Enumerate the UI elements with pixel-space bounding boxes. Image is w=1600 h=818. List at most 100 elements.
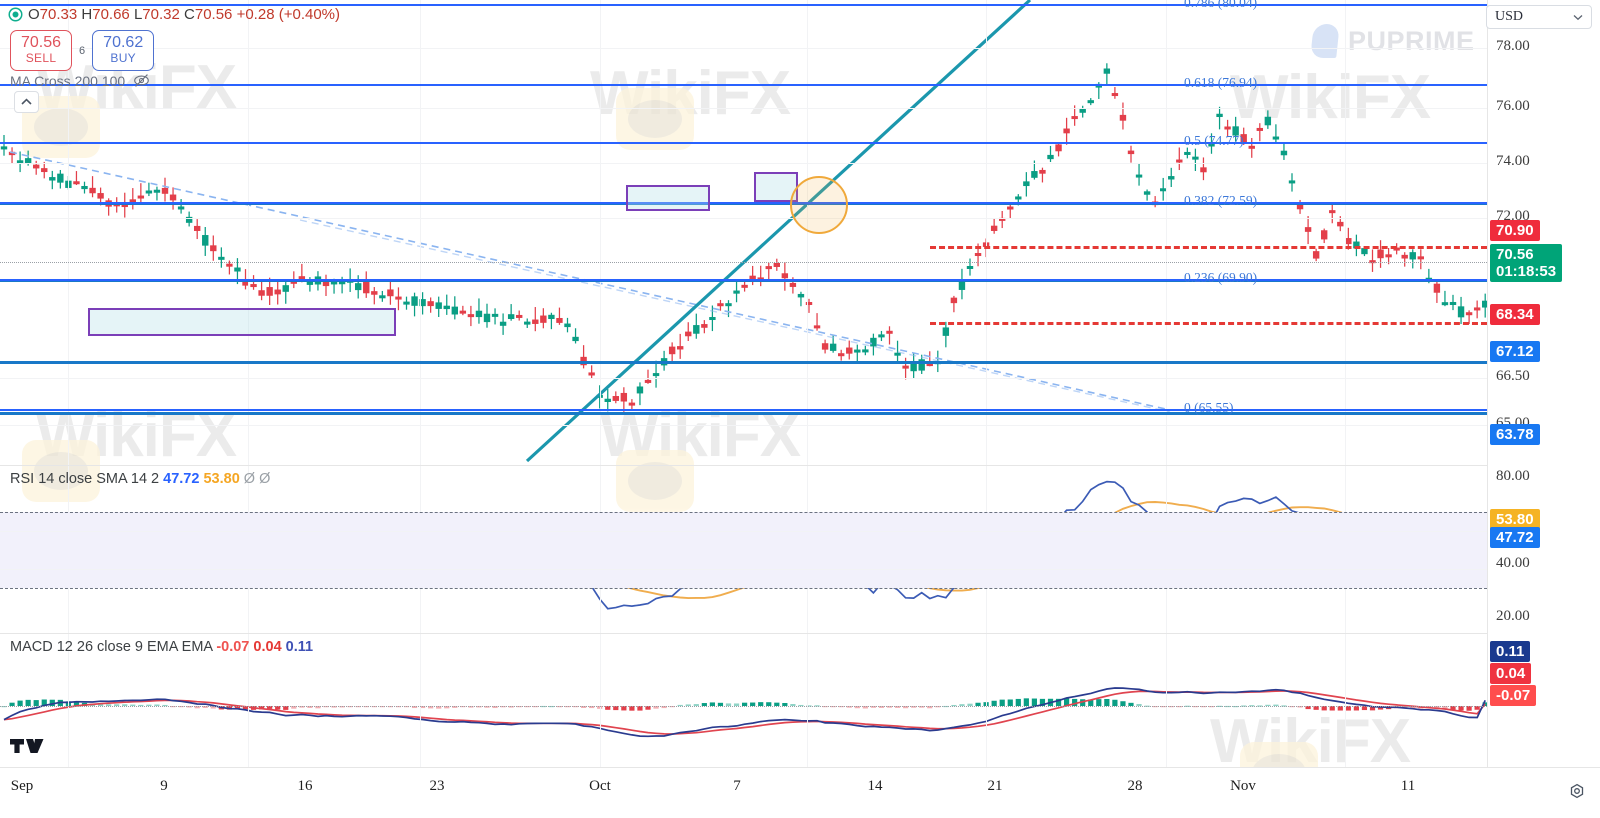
fibonacci-label: 0.5 (74.77) bbox=[1184, 133, 1244, 148]
price-pane[interactable]: 0.786 (80.04) 0.618 (76.94) 0.5 (74.77) 0.3… bbox=[0, 0, 1487, 465]
macd-line-tag[interactable]: 0.11 bbox=[1490, 641, 1531, 662]
spread-value: 6 bbox=[79, 44, 86, 57]
fibonacci-line[interactable] bbox=[0, 409, 1487, 411]
sell-label: SELL bbox=[25, 51, 57, 66]
current-price-tag[interactable]: 70.56 01:18:53 bbox=[1490, 244, 1563, 282]
price-alert-line[interactable] bbox=[930, 322, 1487, 325]
time-tick-label: 28 bbox=[1127, 778, 1143, 794]
grid-line-h bbox=[0, 425, 1487, 426]
macd-title: MACD 12 26 close 9 EMA EMA bbox=[10, 639, 213, 655]
collapse-panel-button[interactable] bbox=[14, 91, 39, 113]
currency-select[interactable]: USD bbox=[1486, 5, 1592, 29]
time-tick-label: Sep bbox=[10, 778, 34, 794]
macd-hist-tag-value: -0.07 bbox=[1496, 687, 1531, 704]
rsi-header[interactable]: RSI 14 close SMA 14 2 47.72 53.80 Ø Ø bbox=[10, 471, 270, 487]
chevron-up-icon bbox=[21, 98, 32, 105]
grid-line-h bbox=[0, 531, 1487, 532]
grid-line-h bbox=[0, 163, 1487, 164]
ohlc-l-key: L bbox=[133, 6, 143, 23]
rsi-lower-band-value: Ø bbox=[259, 471, 271, 487]
time-tick-label: 14 bbox=[867, 778, 883, 794]
trade-buttons[interactable]: 70.56 SELL 6 70.62 BUY bbox=[10, 30, 155, 72]
rsi-lower-level bbox=[0, 588, 1487, 589]
grid-line-v bbox=[807, 0, 808, 465]
buy-button[interactable]: 70.62 BUY bbox=[92, 30, 155, 72]
macd-plot bbox=[1, 687, 1487, 738]
fibonacci-label: 0.236 (69.90) bbox=[1184, 270, 1258, 285]
time-tick-label: 23 bbox=[429, 778, 445, 794]
rsi-value-tag[interactable]: 47.72 bbox=[1490, 527, 1540, 548]
ma-cross-legend[interactable]: MA Cross 200 100 bbox=[10, 72, 150, 89]
macd-signal-tag[interactable]: 0.04 bbox=[1490, 663, 1532, 684]
ohlc-h-key: H bbox=[81, 6, 93, 23]
macd-zero-line bbox=[0, 706, 1487, 707]
resistance-tag-value: 70.90 bbox=[1496, 222, 1534, 239]
ohlc-o-value: 70.33 bbox=[39, 6, 78, 23]
time-tick-label: 21 bbox=[987, 778, 1003, 794]
circle-annotation[interactable] bbox=[790, 176, 848, 234]
current-price-tag-value: 70.56 bbox=[1496, 246, 1534, 263]
tradingview-logo-icon bbox=[10, 739, 44, 753]
time-tick-label: 11 bbox=[1400, 778, 1416, 794]
support-resistance-line[interactable] bbox=[0, 361, 1487, 364]
price-scale[interactable]: 78.0076.0074.0072.0066.5065.0080.0060.00… bbox=[1487, 0, 1600, 767]
settings-gear-icon[interactable] bbox=[1568, 783, 1586, 801]
macd-signal-value: 0.04 bbox=[253, 639, 282, 655]
sell-button[interactable]: 70.56 SELL bbox=[10, 30, 73, 72]
macd-hist-tag[interactable]: -0.07 bbox=[1490, 685, 1537, 706]
fibonacci-line[interactable] bbox=[0, 279, 1487, 281]
chart-legend: O70.33 H70.66 L70.32 C70.56 +0.28 (+0.40… bbox=[10, 6, 340, 23]
grid-line-h bbox=[0, 108, 1487, 109]
grid-line-v bbox=[248, 634, 249, 767]
buy-label: BUY bbox=[110, 51, 136, 66]
support-tag[interactable]: 68.34 bbox=[1490, 304, 1540, 325]
ohlc-change: +0.28 bbox=[236, 6, 275, 23]
buy-price: 70.62 bbox=[103, 34, 144, 51]
currency-value: USD bbox=[1495, 9, 1524, 24]
macd-pane[interactable]: MACD 12 26 close 9 EMA EMA -0.07 0.04 0.… bbox=[0, 633, 1487, 767]
fibonacci-label: 0.382 (72.59) bbox=[1184, 193, 1258, 208]
price-tick-label: 78.00 bbox=[1496, 38, 1530, 54]
price-tick-label: 76.00 bbox=[1496, 98, 1530, 114]
macd-line-tag-value: 0.11 bbox=[1496, 643, 1525, 660]
time-tick-label: 7 bbox=[733, 778, 741, 794]
rsi-sma-tag[interactable]: 53.80 bbox=[1490, 509, 1540, 530]
rsi-pane[interactable]: RSI 14 close SMA 14 2 47.72 53.80 Ø Ø bbox=[0, 465, 1487, 633]
ohlc-c-key: C bbox=[184, 6, 195, 23]
chevron-down-icon bbox=[1573, 14, 1583, 20]
grid-line-v bbox=[248, 0, 249, 465]
countdown-timer: 01:18:53 bbox=[1496, 263, 1557, 280]
price-alert-line[interactable] bbox=[930, 246, 1487, 249]
tradingview-logo[interactable] bbox=[10, 735, 44, 762]
grid-line-v bbox=[420, 634, 421, 767]
eye-off-icon[interactable] bbox=[133, 72, 150, 89]
ohlc-change-pct: (+0.40%) bbox=[278, 6, 341, 23]
macd-hist-value: -0.07 bbox=[216, 639, 250, 655]
grid-line-v bbox=[600, 0, 601, 465]
grid-line-h bbox=[0, 378, 1487, 379]
macd-signal-tag-value: 0.04 bbox=[1496, 665, 1526, 682]
support-resistance-line[interactable] bbox=[0, 412, 1487, 415]
grid-line-v bbox=[986, 0, 987, 465]
resistance-tag[interactable]: 70.90 bbox=[1490, 220, 1540, 241]
macd-header[interactable]: MACD 12 26 close 9 EMA EMA -0.07 0.04 0.… bbox=[10, 639, 313, 655]
grid-line-v bbox=[1345, 0, 1346, 465]
price-tick-label: 20.00 bbox=[1496, 608, 1530, 624]
grid-line-v bbox=[600, 634, 601, 767]
fibonacci-line[interactable] bbox=[0, 84, 1487, 86]
level-tag-6378[interactable]: 63.78 bbox=[1490, 424, 1540, 445]
grid-line-h bbox=[0, 218, 1487, 219]
rsi-overbought-band bbox=[0, 512, 1487, 588]
time-tick-label: 9 bbox=[160, 778, 168, 794]
support-tag-value: 68.34 bbox=[1496, 306, 1534, 323]
time-scale[interactable]: Sep 9 16 23 Oct 7 14 21 28 Nov 11 bbox=[0, 767, 1600, 818]
sell-price: 70.56 bbox=[21, 34, 62, 51]
level-tag-6712[interactable]: 67.12 bbox=[1490, 341, 1540, 362]
demand-zone-left[interactable] bbox=[88, 308, 396, 336]
supply-zone-mid[interactable] bbox=[626, 185, 710, 211]
ohlc-h-value: 70.66 bbox=[92, 6, 130, 23]
fibonacci-line[interactable] bbox=[0, 202, 1487, 204]
grid-line-v bbox=[807, 634, 808, 767]
fibonacci-line[interactable] bbox=[0, 4, 1487, 6]
fibonacci-line[interactable] bbox=[0, 142, 1487, 144]
